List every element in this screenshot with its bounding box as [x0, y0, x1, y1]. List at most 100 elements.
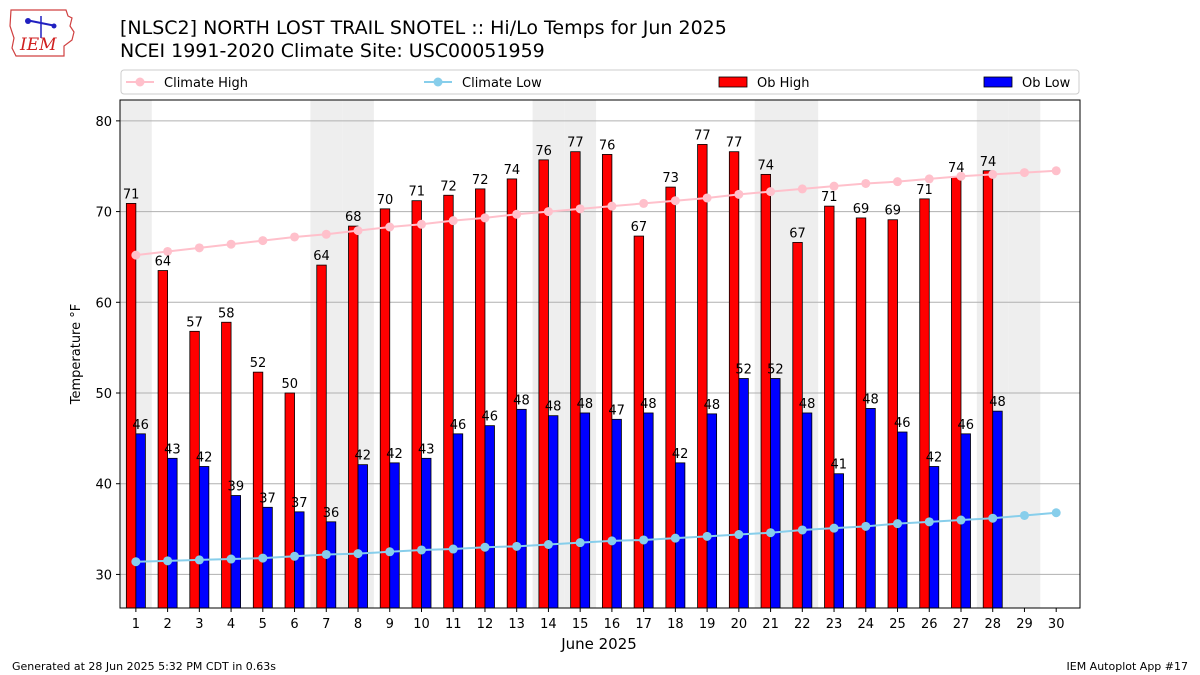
x-tick-label: 21 — [762, 617, 779, 632]
climate-high-point — [639, 198, 649, 208]
climate-low-point — [734, 530, 744, 540]
ob-high-bar-label: 64 — [155, 255, 172, 270]
ob-high-bar — [633, 235, 645, 609]
ob-high-bar-label: 58 — [218, 306, 235, 321]
x-tick-label: 23 — [826, 617, 843, 632]
x-tick-label: 16 — [604, 617, 621, 632]
ob-low-bar-label: 48 — [799, 397, 816, 412]
ob-high-bar-label: 71 — [916, 183, 933, 198]
ob-high-bar — [189, 330, 200, 609]
climate-high-point — [1051, 166, 1061, 176]
ob-low-bar-label: 48 — [513, 393, 530, 408]
weekend-band — [1008, 100, 1041, 608]
ob-low-bar-label: 46 — [132, 418, 149, 433]
ob-high-bar — [824, 205, 835, 609]
ob-low-bar-label: 42 — [386, 447, 403, 462]
y-tick-label: 50 — [95, 387, 112, 402]
climate-low-point — [1019, 510, 1029, 520]
climate-high-point — [258, 236, 268, 246]
ob-high-bar-label: 69 — [853, 202, 870, 217]
legend-ob-high-marker — [718, 76, 748, 88]
ob-low-bar-label: 36 — [323, 506, 340, 521]
ob-high-bar-label: 74 — [504, 163, 521, 178]
legend-box — [120, 69, 1080, 95]
climate-high-point — [543, 207, 553, 217]
ob-low-bar-label: 37 — [291, 496, 308, 511]
climate-high-point — [353, 226, 363, 236]
ob-low-bar-label: 42 — [355, 449, 372, 464]
ob-low-bar-label: 48 — [577, 397, 594, 412]
ob-low-bar — [801, 412, 813, 609]
ob-high-bar — [887, 219, 898, 609]
climate-high-point — [321, 229, 331, 239]
ob-low-bar-label: 52 — [767, 362, 784, 377]
climate-high-point — [734, 189, 744, 199]
ob-high-bar-label: 77 — [726, 136, 743, 151]
climate-high-point — [829, 181, 839, 191]
x-tick-label: 25 — [889, 617, 906, 632]
x-tick-label: 8 — [354, 617, 362, 632]
climate-high-point — [861, 178, 871, 188]
ob-high-bar — [728, 151, 740, 609]
ob-high-bar-label: 73 — [662, 171, 679, 186]
x-tick-label: 2 — [163, 617, 171, 632]
legend-climate-low-label: Climate Low — [462, 76, 542, 91]
ob-low-bar — [865, 408, 876, 609]
ob-high-bar-label: 67 — [789, 226, 806, 241]
ob-low-bar — [516, 408, 527, 609]
climate-high-point — [924, 174, 934, 184]
ob-low-bar-label: 46 — [894, 416, 911, 431]
ob-high-bar — [982, 170, 994, 609]
climate-low-point — [924, 517, 934, 527]
chart-title: [NLSC2] NORTH LOST TRAIL SNOTEL :: Hi/Lo… — [120, 17, 727, 39]
ob-high-bar — [760, 173, 771, 609]
ob-low-bar — [611, 418, 622, 609]
climate-low-point — [321, 549, 331, 559]
ob-high-bar — [792, 242, 803, 609]
ob-high-bar — [665, 186, 676, 609]
climate-low-point — [829, 523, 839, 533]
x-tick-label: 11 — [445, 617, 462, 632]
x-tick-label: 6 — [290, 617, 298, 632]
climate-low-point — [861, 521, 871, 531]
app-credit: IEM Autoplot App #17 — [1066, 660, 1189, 673]
ob-high-bar-label: 50 — [282, 377, 299, 392]
x-tick-label: 18 — [667, 617, 684, 632]
iem-logo: IEM — [9, 9, 75, 57]
x-tick-label: 9 — [386, 617, 394, 632]
x-tick-label: 12 — [477, 617, 494, 632]
ob-low-bar — [325, 521, 337, 609]
y-tick-label: 40 — [95, 478, 112, 493]
climate-high-point — [670, 196, 680, 206]
climate-low-point — [416, 545, 426, 555]
ob-low-bar-label: 48 — [704, 398, 721, 413]
climate-low-point — [543, 540, 553, 549]
climate-low-point — [1051, 508, 1061, 518]
climate-low-point — [353, 549, 363, 559]
ob-high-bar — [951, 176, 962, 609]
climate-high-line — [135, 169, 1057, 257]
ob-low-bar — [770, 378, 781, 609]
legend-ob-high-label: Ob High — [757, 76, 810, 91]
ob-low-bar — [167, 457, 178, 609]
ob-low-bar — [706, 413, 718, 609]
chart-subtitle: NCEI 1991-2020 Climate Site: USC00051959 — [120, 40, 545, 62]
ob-high-bar-label: 52 — [250, 356, 267, 371]
x-tick-label: 3 — [195, 617, 203, 632]
ob-low-bar-label: 48 — [862, 392, 879, 407]
ob-low-bar-label: 48 — [989, 395, 1006, 410]
ob-low-bar-label: 46 — [450, 418, 467, 433]
ob-low-bar-label: 42 — [926, 450, 943, 465]
generated-timestamp: Generated at 28 Jun 2025 5:32 PM CDT in … — [12, 660, 277, 673]
ob-low-bar-label: 43 — [418, 442, 435, 457]
climate-low-point — [670, 533, 680, 543]
ob-low-bar-label: 42 — [196, 450, 213, 465]
climate-low-point — [702, 531, 712, 541]
climate-high-point — [956, 171, 966, 181]
ob-high-bar-label: 68 — [345, 210, 362, 225]
ob-low-bar-label: 39 — [228, 480, 245, 495]
ob-high-bar-label: 77 — [567, 136, 584, 151]
ob-high-bar-label: 72 — [472, 173, 489, 188]
climate-high-point — [226, 239, 236, 249]
ob-low-bar — [579, 412, 591, 609]
